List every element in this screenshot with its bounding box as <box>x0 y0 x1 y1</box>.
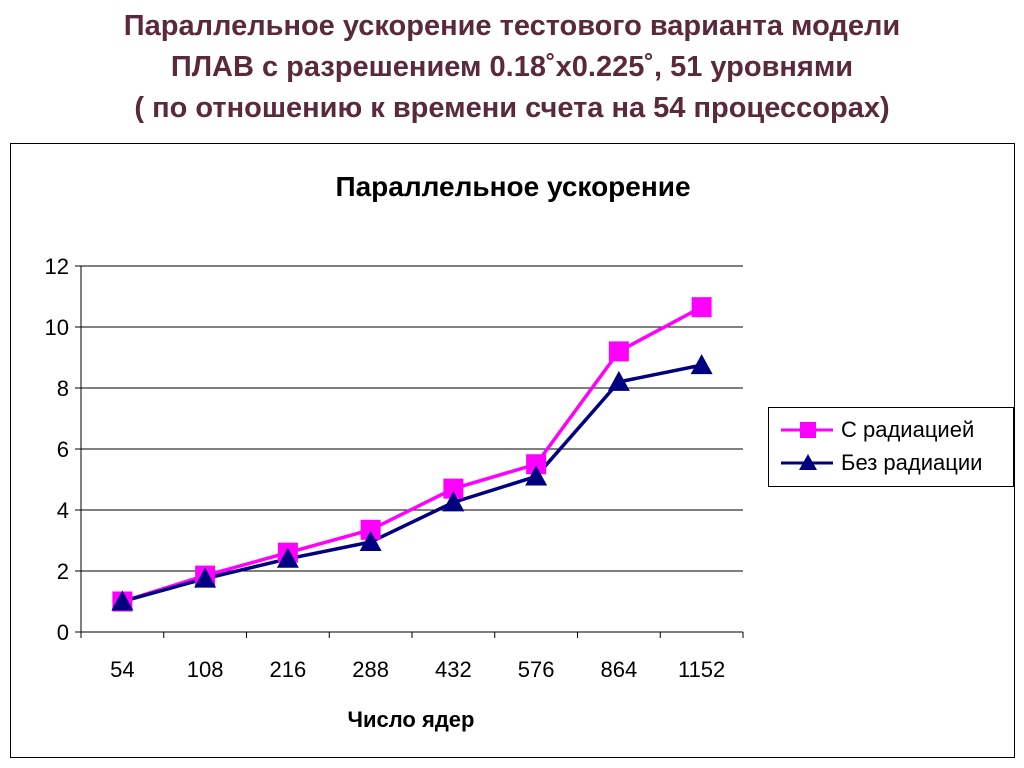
slide-title: Параллельное ускорение тестового вариант… <box>0 6 1024 129</box>
y-tick-label: 2 <box>57 559 69 584</box>
data-point-square <box>608 341 629 362</box>
series-line-2 <box>121 363 702 604</box>
x-tick-label: 576 <box>518 657 555 682</box>
y-tick-label: 4 <box>57 498 69 523</box>
series-line-1 <box>121 305 703 604</box>
slide-title-line-3: ( по отношению к времени счета на 54 про… <box>134 92 890 124</box>
chart-frame: Параллельное ускорение Число ядер 0 2 4 6 8 1… <box>10 143 1015 758</box>
chart-title: Параллельное ускорение <box>335 171 690 202</box>
data-point-triangle <box>111 590 134 611</box>
data-point-triangle <box>442 491 465 512</box>
legend-label-series-1: С радиацией <box>841 417 975 442</box>
y-tick-label: 6 <box>57 437 69 462</box>
x-tick-label: 1152 <box>678 657 725 682</box>
legend-label-series-2: Без радиации <box>841 450 983 475</box>
x-axis-label: Число ядер <box>348 707 475 732</box>
y-tick-label: 8 <box>57 376 69 401</box>
data-point-triangle <box>276 547 299 568</box>
line-chart: Параллельное ускорение Число ядер 0 2 4 6 8 1… <box>45 171 744 732</box>
legend: С радиацией Без радиации <box>768 407 1014 487</box>
legend-swatch-square-icon <box>781 422 833 438</box>
y-tick-label: 10 <box>45 315 69 340</box>
data-point-square <box>360 519 381 540</box>
y-tick-label: 0 <box>57 620 69 645</box>
data-point-triangle <box>194 567 217 588</box>
data-point-square <box>443 478 464 499</box>
legend-item-series-2: Без радиации <box>779 448 1009 478</box>
x-tick-label: 288 <box>352 657 389 682</box>
data-point-triangle <box>359 531 382 552</box>
x-tick-label: 54 <box>110 657 134 682</box>
x-tick-label: 432 <box>435 657 472 682</box>
x-tick-label: 216 <box>270 657 307 682</box>
data-point-triangle <box>607 370 630 391</box>
x-tick-label: 864 <box>601 657 638 682</box>
data-point-square <box>526 454 547 475</box>
data-point-square <box>691 297 712 318</box>
data-point-triangle <box>525 465 548 486</box>
legend-item-series-1: С радиацией <box>779 415 1009 445</box>
slide-title-line-2: ПЛАВ с разрешением 0.18˚x0.225˚, 51 уров… <box>170 51 854 83</box>
data-point-triangle <box>690 354 713 375</box>
y-tick-label: 12 <box>45 254 69 279</box>
x-tick-label: 108 <box>187 657 224 682</box>
slide-title-line-1: Параллельное ускорение тестового вариант… <box>123 10 901 42</box>
legend-swatch-triangle-icon <box>781 454 833 470</box>
